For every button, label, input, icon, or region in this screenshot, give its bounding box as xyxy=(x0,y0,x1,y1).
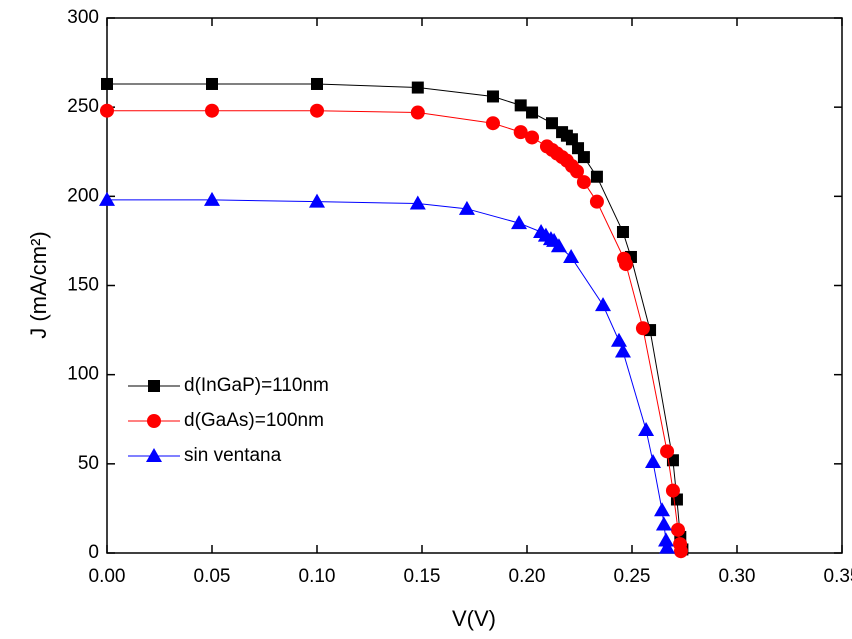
y-tick-label: 300 xyxy=(67,7,99,28)
marker xyxy=(595,297,612,312)
x-tick-label: 0.20 xyxy=(509,566,546,587)
marker xyxy=(658,532,675,547)
x-axis-label: V(V) xyxy=(452,606,496,631)
marker xyxy=(514,99,527,112)
marker xyxy=(486,90,499,103)
legend-label: sin ventana xyxy=(184,445,282,466)
marker xyxy=(204,191,220,206)
marker xyxy=(99,191,115,206)
y-tick-label: 250 xyxy=(67,96,99,117)
marker xyxy=(563,248,580,263)
marker xyxy=(310,103,324,118)
legend-label: d(InGaP)=110nm xyxy=(184,375,329,396)
marker xyxy=(146,448,162,462)
marker xyxy=(659,539,676,554)
marker xyxy=(147,414,161,428)
x-tick-label: 0.00 xyxy=(89,566,126,587)
marker xyxy=(589,194,604,209)
marker xyxy=(610,332,627,347)
marker xyxy=(526,106,539,119)
y-tick-label: 50 xyxy=(78,453,99,474)
legend-label: d(GaAs)=100nm xyxy=(184,410,324,431)
y-tick-label: 150 xyxy=(67,275,99,296)
marker xyxy=(670,522,685,537)
marker xyxy=(635,321,650,336)
marker xyxy=(409,195,426,210)
marker xyxy=(590,170,603,183)
marker xyxy=(655,516,672,531)
x-tick-label: 0.30 xyxy=(719,566,756,587)
marker xyxy=(654,502,671,517)
marker xyxy=(309,193,325,208)
marker xyxy=(673,544,688,559)
x-tick-label: 0.35 xyxy=(824,566,852,587)
marker xyxy=(660,444,675,459)
y-axis-label: J (mA/cm²) xyxy=(26,231,51,339)
x-tick-label: 0.25 xyxy=(614,566,651,587)
marker xyxy=(206,77,218,90)
marker xyxy=(525,130,540,145)
marker xyxy=(411,81,424,94)
marker xyxy=(100,103,114,118)
y-tick-label: 200 xyxy=(67,185,99,206)
x-tick-label: 0.05 xyxy=(194,566,231,587)
marker xyxy=(614,343,631,358)
y-tick-label: 100 xyxy=(67,364,99,385)
marker xyxy=(545,117,558,130)
marker xyxy=(638,421,655,436)
x-tick-label: 0.10 xyxy=(299,566,336,587)
marker xyxy=(485,116,500,131)
marker xyxy=(513,125,528,140)
marker xyxy=(511,215,528,230)
marker xyxy=(101,77,113,90)
marker xyxy=(205,103,219,118)
marker xyxy=(616,226,629,238)
marker xyxy=(618,257,633,272)
marker xyxy=(148,380,160,392)
marker xyxy=(410,105,425,120)
marker xyxy=(576,175,591,190)
marker xyxy=(550,238,567,253)
marker xyxy=(458,200,475,215)
marker xyxy=(577,151,590,164)
marker xyxy=(665,483,680,498)
y-tick-label: 0 xyxy=(88,542,99,563)
marker xyxy=(311,77,323,90)
marker xyxy=(569,164,584,179)
marker xyxy=(645,454,661,469)
x-tick-label: 0.15 xyxy=(404,566,441,587)
